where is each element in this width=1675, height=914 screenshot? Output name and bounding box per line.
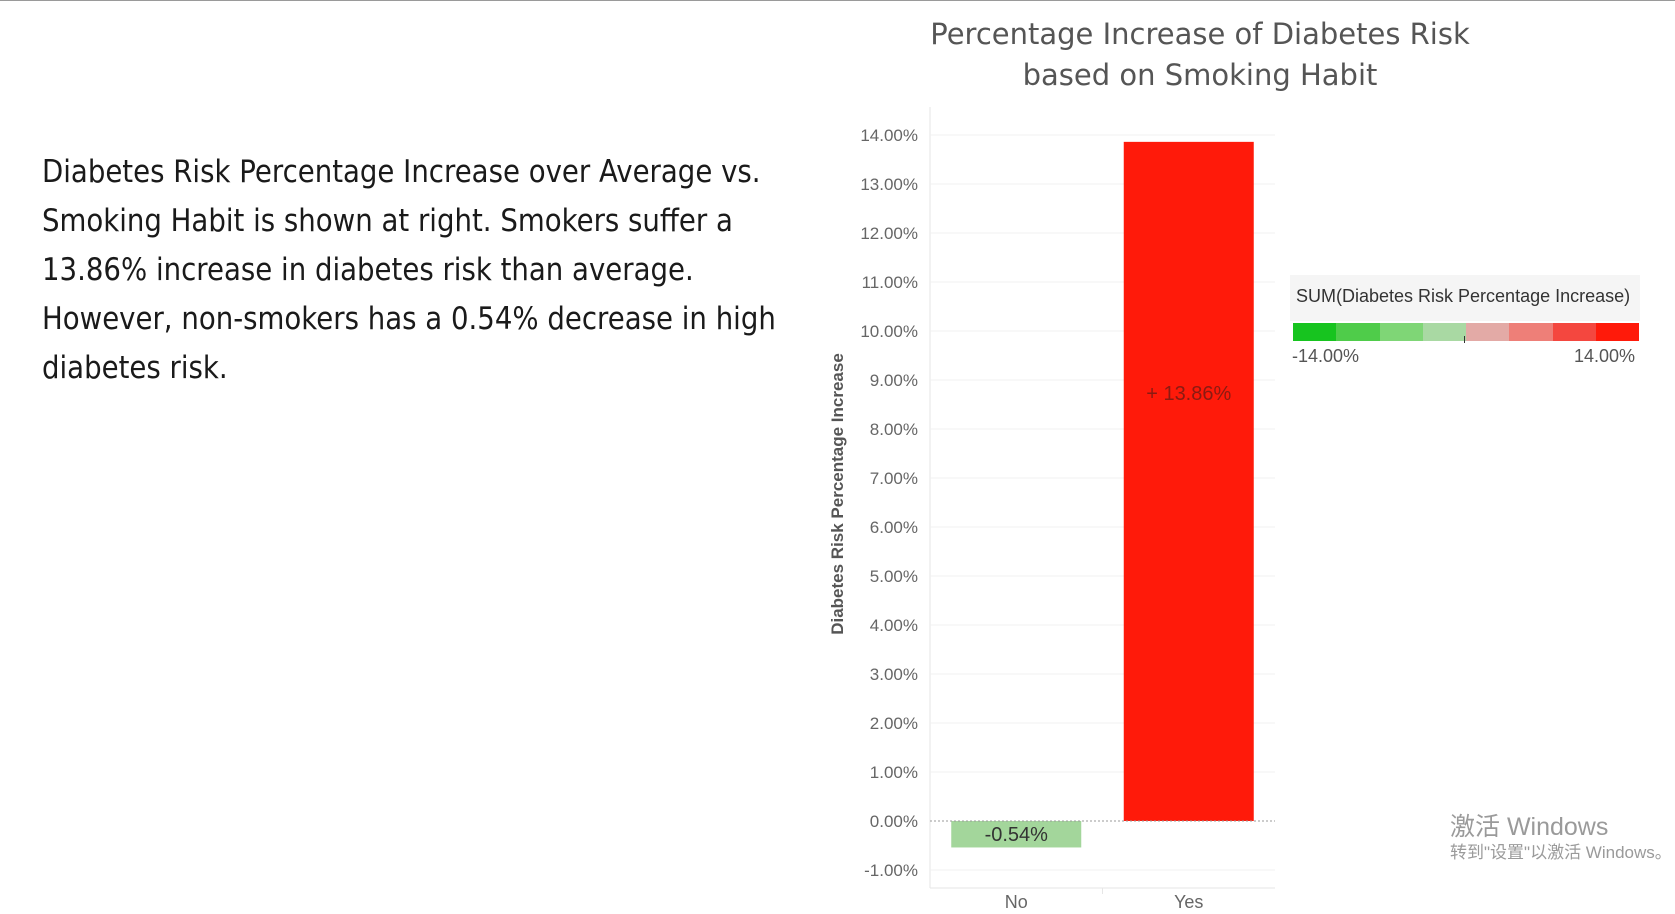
legend-title: SUM(Diabetes Risk Percentage Increase) [1296, 286, 1631, 306]
legend-ramp-swatch [1293, 323, 1337, 341]
watermark-line-2: 转到"设置"以激活 Windows。 [1450, 843, 1672, 862]
legend-ramp-swatch [1595, 323, 1639, 341]
y-tick-label: 7.00% [870, 469, 918, 488]
y-tick-label: 5.00% [870, 567, 918, 586]
legend-max-label: 14.00% [1574, 346, 1636, 366]
windows-activation-watermark: 激活 Windows 转到"设置"以激活 Windows。 [1450, 812, 1672, 864]
y-tick-label: 13.00% [860, 175, 918, 194]
top-border [0, 0, 1675, 1]
legend-ramp-swatch [1509, 323, 1553, 341]
y-tick-label: 2.00% [870, 714, 918, 733]
bar-yes [1123, 141, 1254, 822]
description-text: Diabetes Risk Percentage Increase over A… [42, 148, 776, 393]
y-tick-label: 9.00% [870, 371, 918, 390]
legend-color-ramp [1293, 323, 1639, 341]
y-tick-label: 10.00% [860, 322, 918, 341]
y-tick-label: 8.00% [870, 420, 918, 439]
description-line-1: Diabetes Risk Percentage Increase over A… [42, 154, 761, 190]
y-tick-label: 4.00% [870, 616, 918, 635]
data-label-no: -0.54% [985, 824, 1049, 846]
chart-title: Percentage Increase of Diabetes Risk bas… [880, 14, 1520, 96]
legend-header [1290, 275, 1640, 321]
x-category-label: Yes [1174, 892, 1203, 912]
legend-min-label: -14.00% [1292, 346, 1360, 366]
chart-title-line-2: based on Smoking Habit [1022, 58, 1378, 92]
legend-ramp-swatch [1336, 323, 1380, 341]
y-axis-title: Diabetes Risk Percentage Increase [828, 353, 847, 635]
legend-ramp-swatch [1422, 323, 1466, 341]
y-tick-label: 11.00% [862, 273, 918, 292]
legend-ramp-swatch [1552, 323, 1596, 341]
description-line-2: Smoking Habit is shown at right. Smokers… [42, 203, 733, 239]
y-tick-label: 12.00% [860, 224, 918, 243]
legend-ramp-swatch [1379, 323, 1423, 341]
watermark-line-1: 激活 Windows [1450, 813, 1609, 841]
data-label-yes: + 13.86% [1146, 383, 1231, 405]
description-line-5: diabetes risk. [42, 350, 228, 386]
legend-zero-tick [1464, 336, 1465, 343]
y-tick-label: -1.00% [864, 861, 918, 880]
chart-title-line-1: Percentage Increase of Diabetes Risk [930, 17, 1470, 51]
description-line-3: 13.86% increase in diabetes risk than av… [42, 252, 694, 288]
y-tick-label: 1.00% [870, 763, 918, 782]
y-tick-label: 0.00% [870, 812, 918, 831]
x-category-label: No [1005, 892, 1028, 912]
bar-no [951, 821, 1082, 848]
legend-ramp-swatch [1466, 323, 1510, 341]
description-line-4: However, non-smokers has a 0.54% decreas… [42, 301, 776, 337]
y-tick-label: 6.00% [870, 518, 918, 537]
y-tick-label: 3.00% [870, 665, 918, 684]
y-tick-label: 14.00% [860, 126, 918, 145]
